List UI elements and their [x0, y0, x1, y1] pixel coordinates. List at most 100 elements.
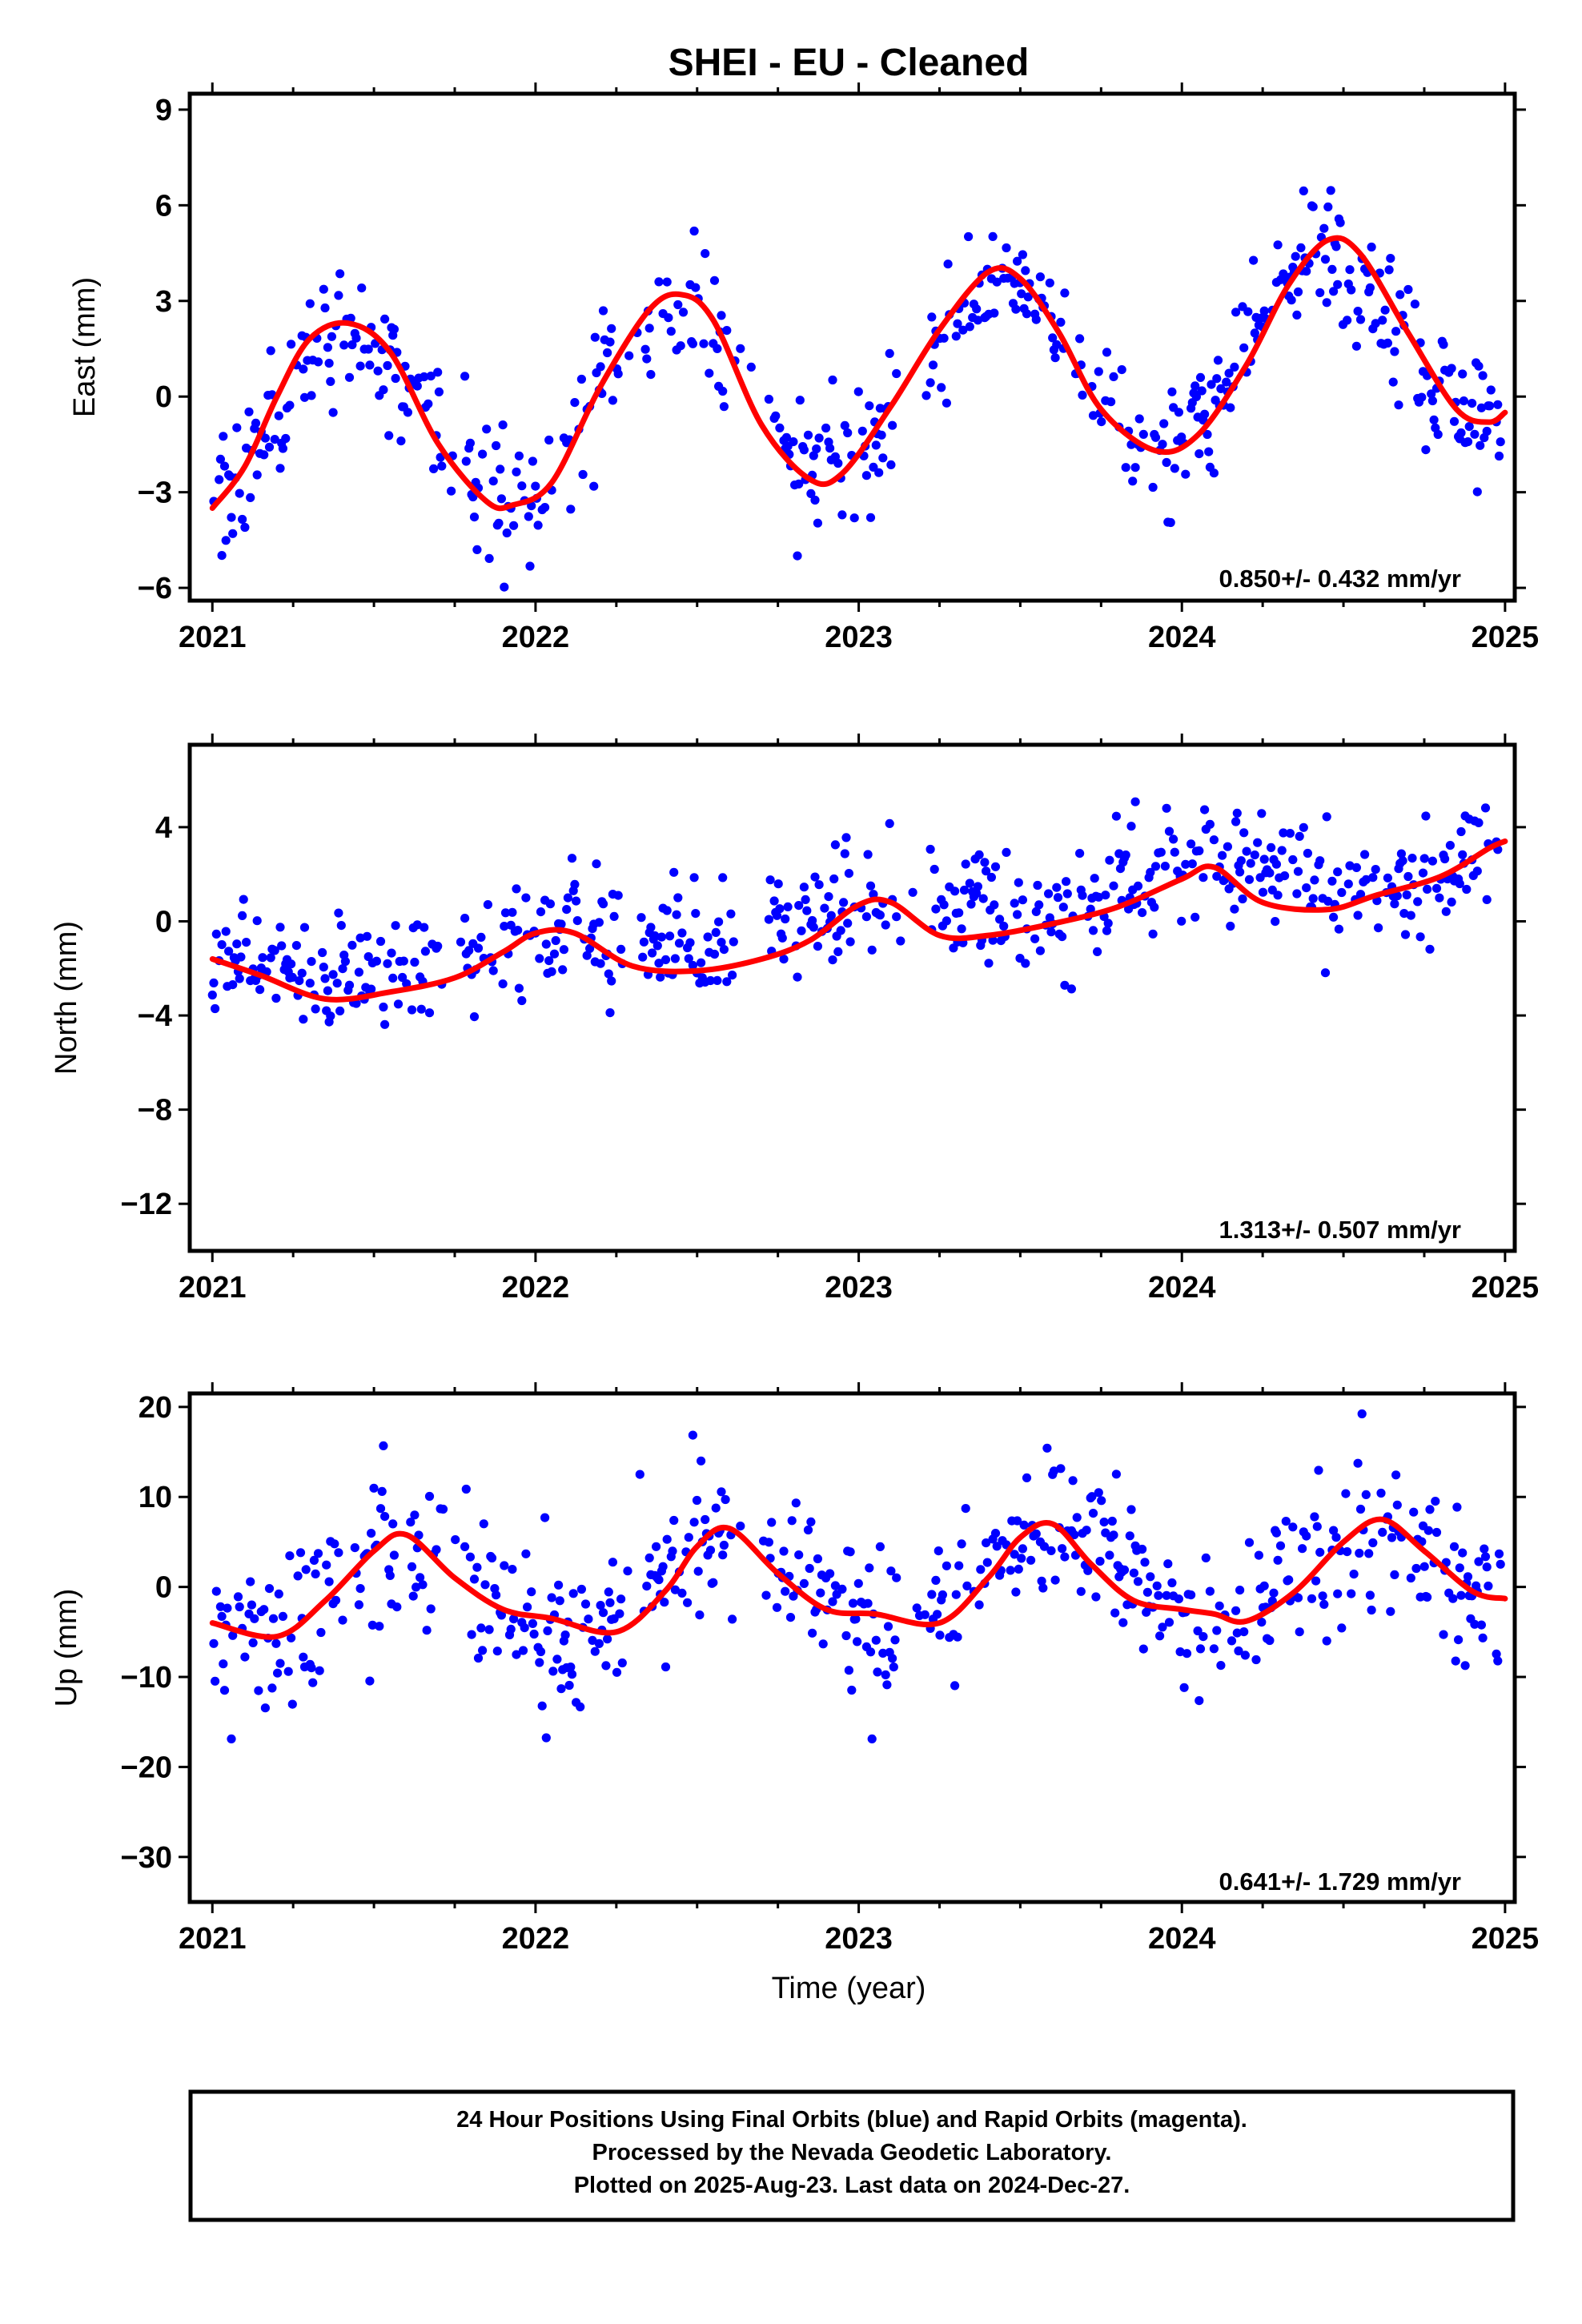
- data-point: [1138, 1544, 1147, 1554]
- data-point: [1293, 866, 1303, 876]
- data-point: [1308, 202, 1318, 211]
- data-point: [389, 324, 399, 334]
- data-point: [1199, 873, 1208, 883]
- data-point: [1307, 1594, 1317, 1603]
- data-point: [301, 1565, 311, 1574]
- data-point: [1018, 250, 1027, 259]
- data-point: [566, 1663, 576, 1672]
- data-point: [1072, 1513, 1082, 1522]
- data-point: [433, 941, 443, 951]
- data-point: [1010, 899, 1019, 908]
- data-point: [299, 923, 310, 932]
- data-point: [764, 394, 774, 404]
- data-point: [1046, 927, 1056, 937]
- data-point: [240, 522, 250, 533]
- data-point: [1014, 878, 1023, 887]
- data-point: [1302, 883, 1311, 893]
- data-point: [1472, 487, 1482, 497]
- data-point: [377, 1486, 387, 1496]
- east-panel: 2021 2022 2023 2024 2025 −6 −3 0 3 6 9 East (mm) 0.8…: [68, 82, 1539, 654]
- data-point: [1367, 1605, 1376, 1615]
- data-point: [291, 941, 301, 951]
- x-tick-label: 2021: [179, 621, 247, 654]
- data-point: [1391, 1470, 1401, 1480]
- data-point: [1158, 1622, 1167, 1632]
- data-point: [1010, 1550, 1019, 1559]
- data-point: [888, 420, 897, 430]
- data-point: [1323, 896, 1333, 906]
- data-point: [1329, 287, 1339, 296]
- data-point: [962, 1581, 972, 1590]
- data-point: [287, 340, 296, 349]
- data-point: [464, 946, 474, 955]
- data-point: [274, 411, 283, 420]
- data-point: [1347, 285, 1356, 295]
- data-point: [541, 939, 551, 949]
- data-point: [961, 1504, 970, 1514]
- data-point: [1160, 862, 1170, 871]
- data-point: [719, 1540, 729, 1550]
- data-point: [1011, 304, 1021, 314]
- data-point: [865, 1647, 876, 1657]
- data-point: [566, 505, 576, 514]
- data-point: [1257, 809, 1267, 818]
- data-point: [1351, 341, 1361, 351]
- data-point: [1034, 900, 1044, 910]
- data-point: [616, 1594, 626, 1604]
- data-point: [684, 1533, 693, 1542]
- data-point: [814, 880, 824, 890]
- data-point: [547, 1593, 556, 1602]
- data-point: [699, 339, 709, 348]
- data-point: [285, 1551, 295, 1561]
- data-point: [556, 919, 566, 929]
- data-point: [1223, 842, 1232, 851]
- data-point: [584, 1614, 593, 1624]
- data-point: [537, 1701, 547, 1711]
- data-point: [305, 299, 315, 308]
- data-point: [315, 1666, 324, 1675]
- data-point: [1169, 834, 1178, 844]
- data-point: [861, 912, 871, 922]
- data-point: [608, 396, 618, 405]
- data-point: [330, 1539, 339, 1549]
- data-point: [385, 1570, 395, 1580]
- data-point: [1097, 1496, 1106, 1506]
- data-point: [843, 919, 853, 928]
- data-point: [1013, 1516, 1022, 1526]
- data-point: [264, 442, 275, 452]
- data-point: [933, 1610, 942, 1619]
- data-point: [973, 882, 982, 891]
- data-point: [845, 1547, 855, 1557]
- data-point: [1376, 1488, 1386, 1498]
- x-tick-label: 2025: [1472, 1271, 1540, 1305]
- data-point: [1259, 854, 1269, 864]
- data-point: [1231, 308, 1241, 317]
- data-point: [1129, 1568, 1138, 1578]
- data-point: [1056, 1464, 1066, 1474]
- data-point: [1485, 401, 1495, 411]
- data-point: [535, 1658, 544, 1667]
- data-point: [340, 956, 350, 967]
- data-point: [500, 1561, 509, 1570]
- data-point: [331, 1595, 341, 1605]
- data-point: [769, 896, 779, 906]
- fit-curve: [209, 235, 1508, 512]
- data-point: [1361, 1490, 1371, 1499]
- data-point: [689, 873, 699, 883]
- data-point: [662, 1534, 672, 1544]
- data-point: [1326, 186, 1335, 195]
- data-point: [684, 954, 693, 963]
- data-point: [460, 1542, 470, 1551]
- data-point: [1182, 1649, 1192, 1659]
- data-point: [1280, 871, 1290, 881]
- rate-annotation: 0.850+/- 0.432 mm/yr: [1219, 565, 1461, 593]
- data-point: [275, 464, 285, 473]
- fit-curve: [209, 838, 1508, 1003]
- data-point: [389, 1550, 399, 1560]
- data-point: [483, 900, 493, 910]
- data-point: [821, 423, 831, 433]
- data-point: [1103, 919, 1113, 928]
- data-point: [494, 518, 504, 528]
- data-point: [844, 869, 853, 879]
- data-point: [307, 957, 316, 967]
